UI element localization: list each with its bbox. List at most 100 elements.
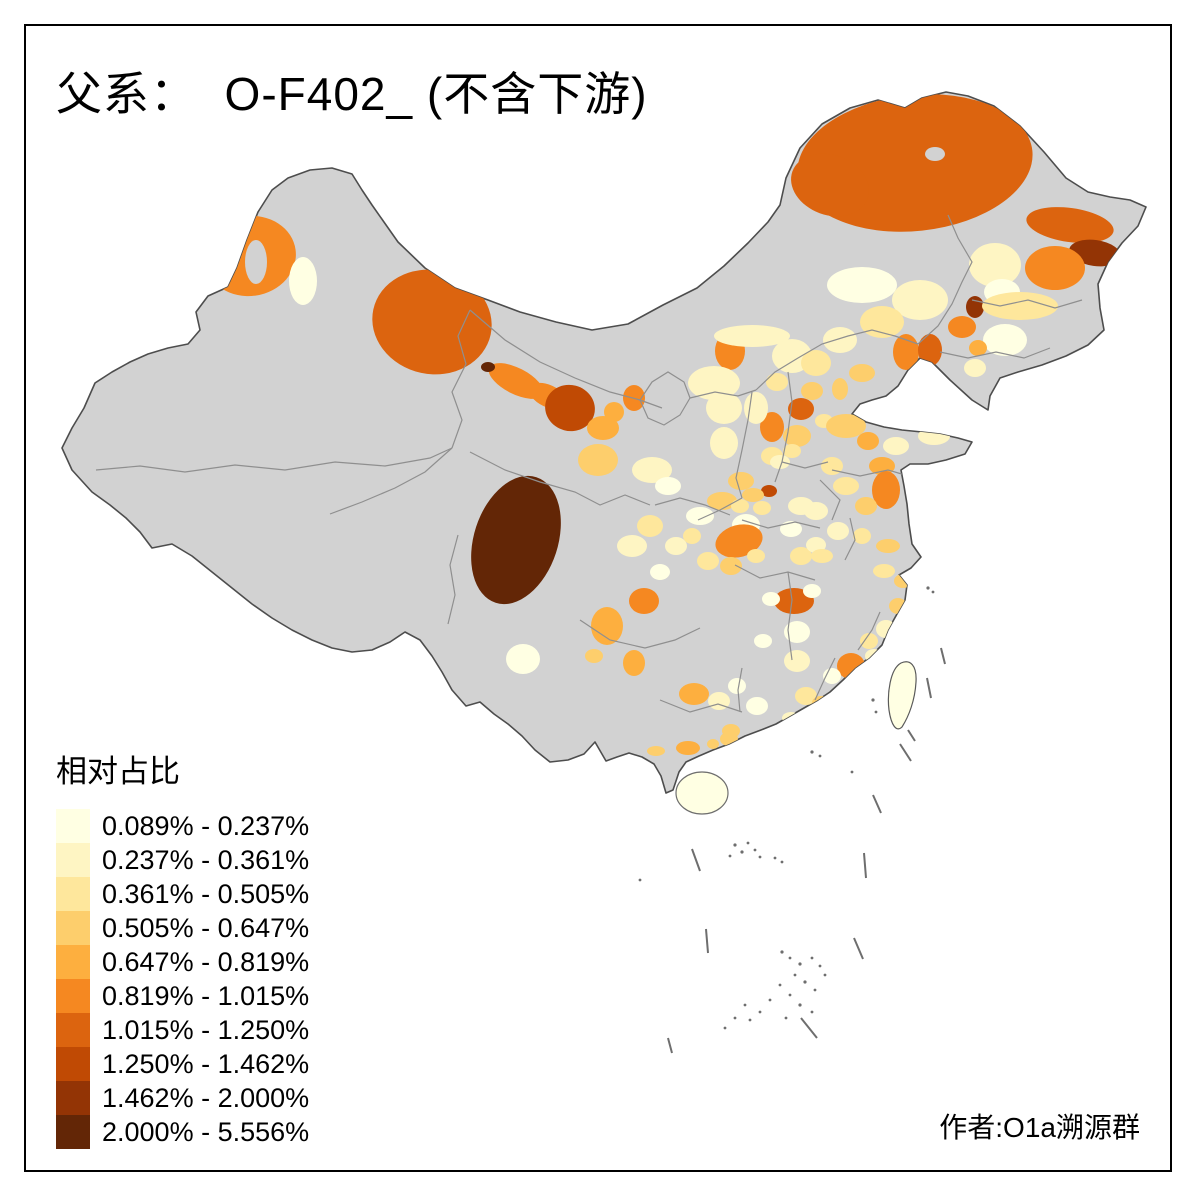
- legend-swatch-4: [56, 911, 90, 945]
- legend-label-7: 1.015% - 1.250%: [102, 1014, 310, 1045]
- region-zhanjiang: [676, 741, 700, 755]
- region-xiangyang: [715, 524, 763, 558]
- legend-swatch-3: [56, 877, 90, 911]
- region-handan: [783, 425, 811, 447]
- author-credit: 作者:O1a溯源群: [939, 1112, 1140, 1143]
- nine-dash-line-marks: [667, 647, 946, 1054]
- region-weinan: [731, 499, 749, 513]
- province-borders: [95, 214, 1083, 713]
- region-yantai: [918, 427, 950, 445]
- region-anqing: [811, 549, 833, 563]
- region-hainan-island: [675, 771, 729, 815]
- region-taizhou-zj: [889, 598, 907, 614]
- region-hefei: [827, 522, 849, 540]
- region-taiyuan: [760, 412, 784, 442]
- legend-row: 0.505% - 0.647%: [56, 911, 309, 945]
- region-baiyin: [604, 402, 624, 422]
- region-xiamen: [849, 677, 865, 689]
- region-chengde: [823, 327, 857, 353]
- region-zhaotong: [623, 650, 645, 676]
- region-xilingol: [827, 267, 897, 303]
- region-hulunbuir-west: [791, 153, 869, 217]
- region-ordos: [688, 366, 740, 400]
- region-changchun: [948, 316, 976, 338]
- region-meizhou: [795, 687, 817, 705]
- region-dali: [506, 644, 540, 674]
- region-jingmen: [747, 549, 765, 563]
- legend-swatch-5: [56, 945, 90, 979]
- region-xinyang: [780, 521, 802, 537]
- region-ningde: [860, 633, 878, 649]
- region-heze: [821, 457, 843, 475]
- region-shanwei: [782, 712, 800, 724]
- legend-label-9: 1.462% - 2.000%: [102, 1082, 310, 1113]
- region-yichun-jx: [774, 588, 814, 614]
- region-liangshan: [591, 607, 623, 645]
- region-beihai: [647, 746, 665, 756]
- region-yichang: [720, 557, 742, 575]
- legend-swatch-1: [56, 809, 90, 843]
- legend-label-1: 0.089% - 0.237%: [102, 810, 310, 841]
- region-nanchang: [803, 584, 821, 598]
- region-baoding: [801, 382, 823, 400]
- region-xuzhou: [833, 477, 859, 495]
- sea-island-dots: [638, 586, 935, 1030]
- region-pingdingshan: [753, 501, 771, 515]
- region-fuzhou: [865, 649, 883, 663]
- legend-label-5: 0.647% - 0.819%: [102, 946, 310, 977]
- region-zhanjiang-east: [707, 739, 719, 749]
- legend-label-10: 2.000% - 5.556%: [102, 1116, 310, 1147]
- region-yulin: [706, 392, 742, 424]
- legend-row: 0.089% - 0.237%: [56, 809, 309, 843]
- region-hengyang: [754, 634, 772, 648]
- legend-label-6: 0.819% - 1.015%: [102, 980, 310, 1011]
- region-anyang: [783, 444, 801, 458]
- region-tianjin: [832, 378, 848, 400]
- region-huanggang: [806, 537, 826, 553]
- region-xinxiang: [770, 455, 790, 469]
- region-ningbo: [894, 574, 912, 588]
- region-linxia-dingxi: [578, 444, 618, 476]
- region-baotou: [714, 325, 790, 347]
- region-changsha: [762, 592, 780, 606]
- region-dazhou: [683, 528, 701, 544]
- region-zhangzhou: [836, 684, 856, 700]
- region-fuyang: [804, 502, 828, 520]
- region-liaoyuan: [969, 340, 987, 356]
- region-suzhou-wuxi: [876, 539, 900, 553]
- legend-row: 1.250% - 1.462%: [56, 1047, 309, 1081]
- region-garze: [471, 475, 561, 605]
- legend-swatch-7: [56, 1013, 90, 1047]
- region-guilin: [728, 678, 746, 694]
- legend-row: 0.237% - 0.361%: [56, 843, 309, 877]
- legend-title: 相对占比: [56, 754, 180, 789]
- region-tongliao: [892, 280, 948, 320]
- region-quanzhou: [837, 653, 865, 679]
- legend-row: 1.462% - 2.000%: [56, 1081, 309, 1115]
- region-nanchong: [665, 537, 687, 555]
- legend-swatch-10: [56, 1115, 90, 1149]
- region-chongqing: [697, 552, 719, 570]
- region-wuwei: [545, 384, 595, 432]
- region-hulunbuir-hole: [925, 147, 945, 161]
- region-yuncheng: [728, 472, 754, 490]
- region-yunfu: [722, 724, 740, 738]
- region-jiamusi: [1026, 207, 1114, 243]
- region-yanan: [710, 427, 738, 459]
- region-qianxinan: [679, 683, 709, 705]
- region-nanjing: [853, 528, 871, 544]
- legend-row: 0.819% - 1.015%: [56, 979, 309, 1013]
- prefecture-patches: [204, 94, 1121, 756]
- region-luoyang: [742, 488, 764, 502]
- region-ganzhou: [784, 650, 810, 672]
- region-tangshan: [849, 364, 875, 382]
- region-jilin: [983, 324, 1027, 356]
- region-chengdu: [617, 535, 647, 557]
- region-tacheng-hole: [245, 240, 267, 284]
- legend-label-3: 0.361% - 0.505%: [102, 878, 310, 909]
- legend-label-2: 0.237% - 0.361%: [102, 844, 310, 875]
- region-hangzhou: [873, 564, 895, 578]
- region-leshan: [629, 588, 659, 614]
- legend-row: 0.361% - 0.505%: [56, 877, 309, 911]
